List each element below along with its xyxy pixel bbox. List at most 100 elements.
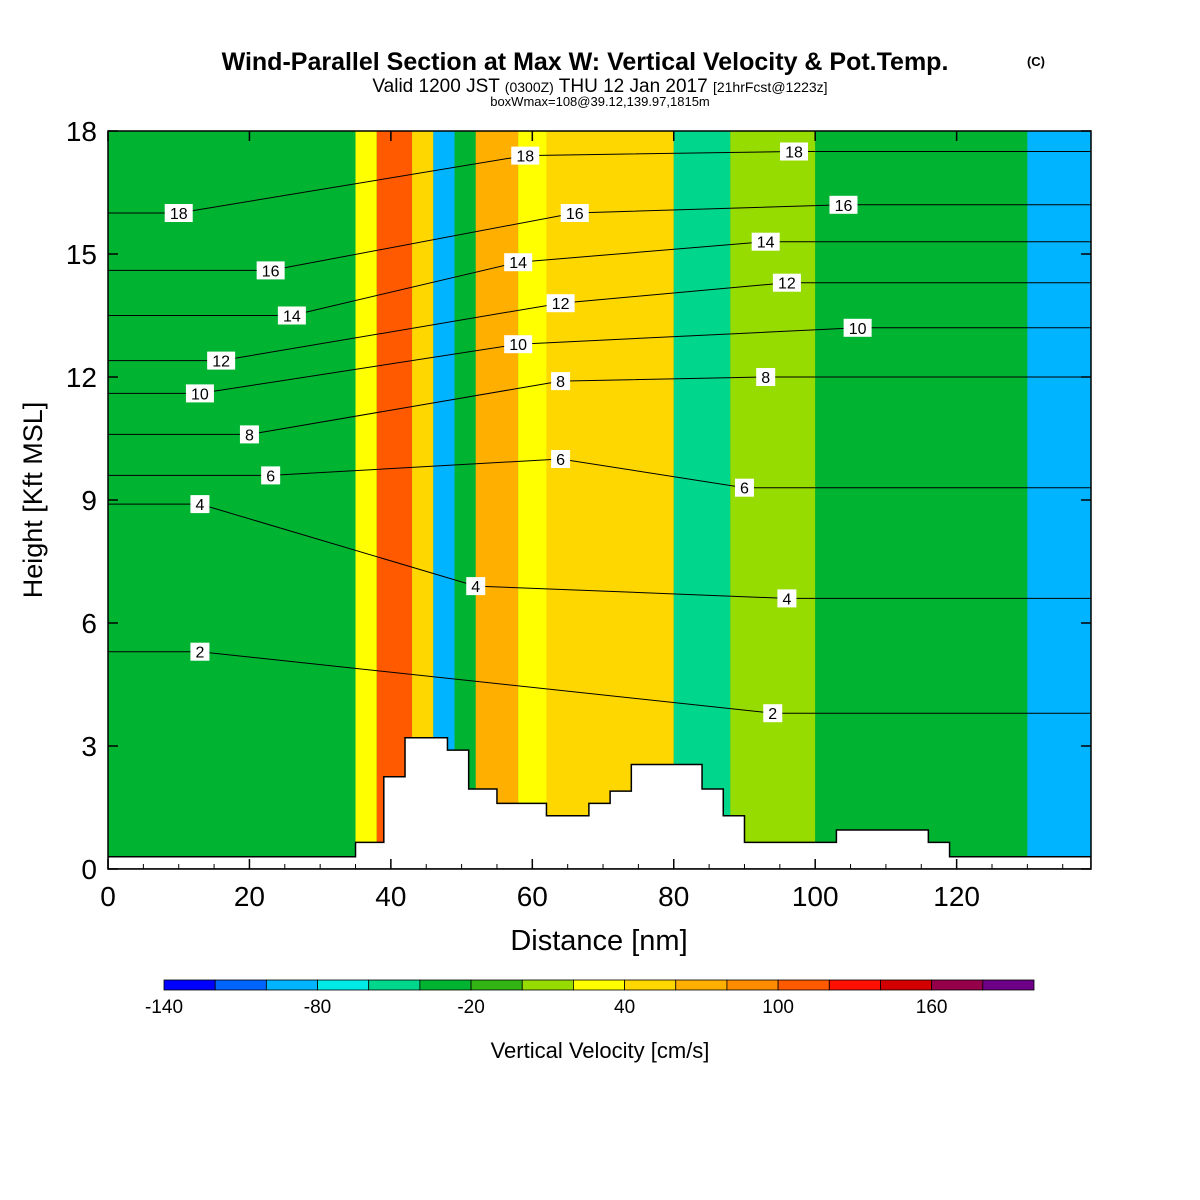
contour-label: 12 bbox=[207, 351, 236, 371]
y-tick-label: 12 bbox=[66, 362, 97, 393]
chart-subtitle-box: boxWmax=108@39.12,139.97,1815m bbox=[490, 94, 710, 109]
colorbar-tick-label: 100 bbox=[762, 997, 794, 1018]
chart-title: Wind-Parallel Section at Max W: Vertical… bbox=[222, 48, 949, 76]
y-tick-label: 9 bbox=[81, 485, 97, 516]
svg-text:14: 14 bbox=[283, 309, 301, 326]
velocity-field bbox=[108, 131, 1091, 869]
contour-label: 6 bbox=[261, 466, 281, 485]
svg-text:4: 4 bbox=[782, 591, 791, 608]
contour-label: 10 bbox=[185, 384, 214, 403]
contour-label: 16 bbox=[560, 204, 589, 223]
colorbar-swatch bbox=[521, 979, 574, 991]
subtitle-valid: Valid 1200 JST bbox=[372, 76, 500, 97]
contour-label: 4 bbox=[777, 589, 797, 608]
svg-text:16: 16 bbox=[262, 263, 280, 280]
contour-label: 2 bbox=[190, 642, 210, 662]
y-tick-label: 0 bbox=[81, 854, 97, 885]
terrain-fill bbox=[108, 737, 1091, 869]
x-tick-label: 80 bbox=[658, 881, 689, 912]
colorbar-swatch bbox=[163, 979, 216, 991]
colorbar-swatch bbox=[931, 979, 984, 991]
x-tick-label: 20 bbox=[234, 881, 265, 912]
contour-label: 8 bbox=[756, 368, 776, 387]
colorbar-swatch bbox=[470, 979, 523, 991]
svg-text:12: 12 bbox=[212, 354, 230, 371]
contour-label: 2 bbox=[763, 704, 783, 723]
contour-label: 14 bbox=[504, 253, 533, 272]
contour-label: 18 bbox=[164, 204, 193, 223]
svg-text:14: 14 bbox=[757, 235, 775, 252]
x-tick-label: 0 bbox=[100, 881, 116, 912]
chart-subtitle: Valid 1200 JST (0300Z) THU 12 Jan 2017 [… bbox=[372, 76, 827, 97]
theta-contour-2 bbox=[108, 651, 1091, 714]
colorbar-tick-label: -140 bbox=[145, 997, 183, 1018]
colorbar-swatch bbox=[419, 979, 472, 991]
svg-text:8: 8 bbox=[245, 427, 254, 444]
contour-label: 12 bbox=[772, 273, 801, 293]
svg-text:4: 4 bbox=[471, 579, 480, 596]
subtitle-date: THU 12 Jan 2017 bbox=[559, 76, 708, 97]
svg-text:2: 2 bbox=[195, 645, 204, 662]
svg-text:2: 2 bbox=[768, 706, 777, 723]
svg-text:12: 12 bbox=[778, 276, 796, 293]
x-tick-label: 120 bbox=[933, 881, 980, 912]
y-tick-label: 18 bbox=[66, 116, 97, 147]
svg-text:6: 6 bbox=[266, 468, 275, 485]
colorbar-label: Vertical Velocity [cm/s] bbox=[491, 1038, 710, 1063]
contour-label: 12 bbox=[546, 294, 575, 313]
colorbar-swatch bbox=[573, 979, 625, 991]
contour-label: 4 bbox=[190, 495, 210, 514]
velocity-band-1 bbox=[355, 131, 377, 869]
contour-label: 10 bbox=[843, 318, 872, 338]
svg-text:14: 14 bbox=[509, 255, 527, 272]
contour-label: 14 bbox=[277, 306, 306, 326]
svg-text:18: 18 bbox=[785, 145, 803, 162]
x-axis-label: Distance [nm] bbox=[510, 925, 687, 957]
svg-text:8: 8 bbox=[556, 374, 565, 391]
svg-text:10: 10 bbox=[191, 386, 209, 403]
velocity-band-12 bbox=[1027, 131, 1091, 869]
svg-text:16: 16 bbox=[835, 198, 853, 215]
contour-label: 4 bbox=[466, 577, 486, 596]
velocity-band-11 bbox=[815, 131, 1028, 869]
velocity-band-7 bbox=[518, 131, 547, 869]
copyright-mark: (C) bbox=[1027, 54, 1045, 69]
colorbar-swatch bbox=[265, 979, 318, 991]
svg-text:18: 18 bbox=[170, 206, 188, 223]
y-axis-label: Height [Kft MSL] bbox=[18, 402, 48, 599]
colorbar-swatch bbox=[675, 979, 728, 991]
contour-label: 18 bbox=[779, 142, 808, 162]
colorbar-swatch bbox=[777, 979, 830, 991]
colorbar-swatch bbox=[624, 979, 677, 991]
velocity-band-0 bbox=[108, 131, 356, 869]
colorbar-tick-label: 40 bbox=[614, 997, 635, 1018]
colorbar: -140 -80 -20 40 100 160 bbox=[145, 979, 1035, 1018]
colorbar-swatch bbox=[828, 979, 881, 991]
svg-text:18: 18 bbox=[516, 149, 534, 166]
svg-text:8: 8 bbox=[761, 370, 770, 387]
contour-label: 16 bbox=[256, 261, 285, 280]
velocity-band-9 bbox=[673, 131, 731, 869]
terrain bbox=[108, 737, 1091, 869]
y-tick-label: 3 bbox=[81, 731, 97, 762]
svg-text:16: 16 bbox=[566, 206, 584, 223]
colorbar-swatch bbox=[368, 979, 421, 991]
colorbar-swatch bbox=[317, 979, 370, 991]
contour-labels: 2468101214161841014188612162468121418161… bbox=[164, 142, 872, 723]
contour-label: 8 bbox=[551, 372, 571, 391]
x-tick-label: 60 bbox=[517, 881, 548, 912]
contour-label: 16 bbox=[829, 195, 858, 215]
colorbar-swatch bbox=[982, 979, 1035, 991]
y-tick-label: 6 bbox=[81, 608, 97, 639]
subtitle-fcst: [21hrFcst@1223z] bbox=[713, 79, 828, 95]
y-tick-label: 15 bbox=[66, 239, 97, 270]
colorbar-swatch bbox=[880, 979, 933, 991]
colorbar-tick-label: -20 bbox=[457, 997, 484, 1018]
contour-label: 8 bbox=[239, 425, 259, 444]
svg-text:6: 6 bbox=[556, 452, 565, 469]
contour-label: 6 bbox=[551, 450, 571, 469]
svg-text:6: 6 bbox=[740, 481, 749, 498]
velocity-band-6 bbox=[475, 131, 519, 869]
svg-text:10: 10 bbox=[509, 337, 527, 354]
colorbar-swatch bbox=[214, 979, 267, 991]
